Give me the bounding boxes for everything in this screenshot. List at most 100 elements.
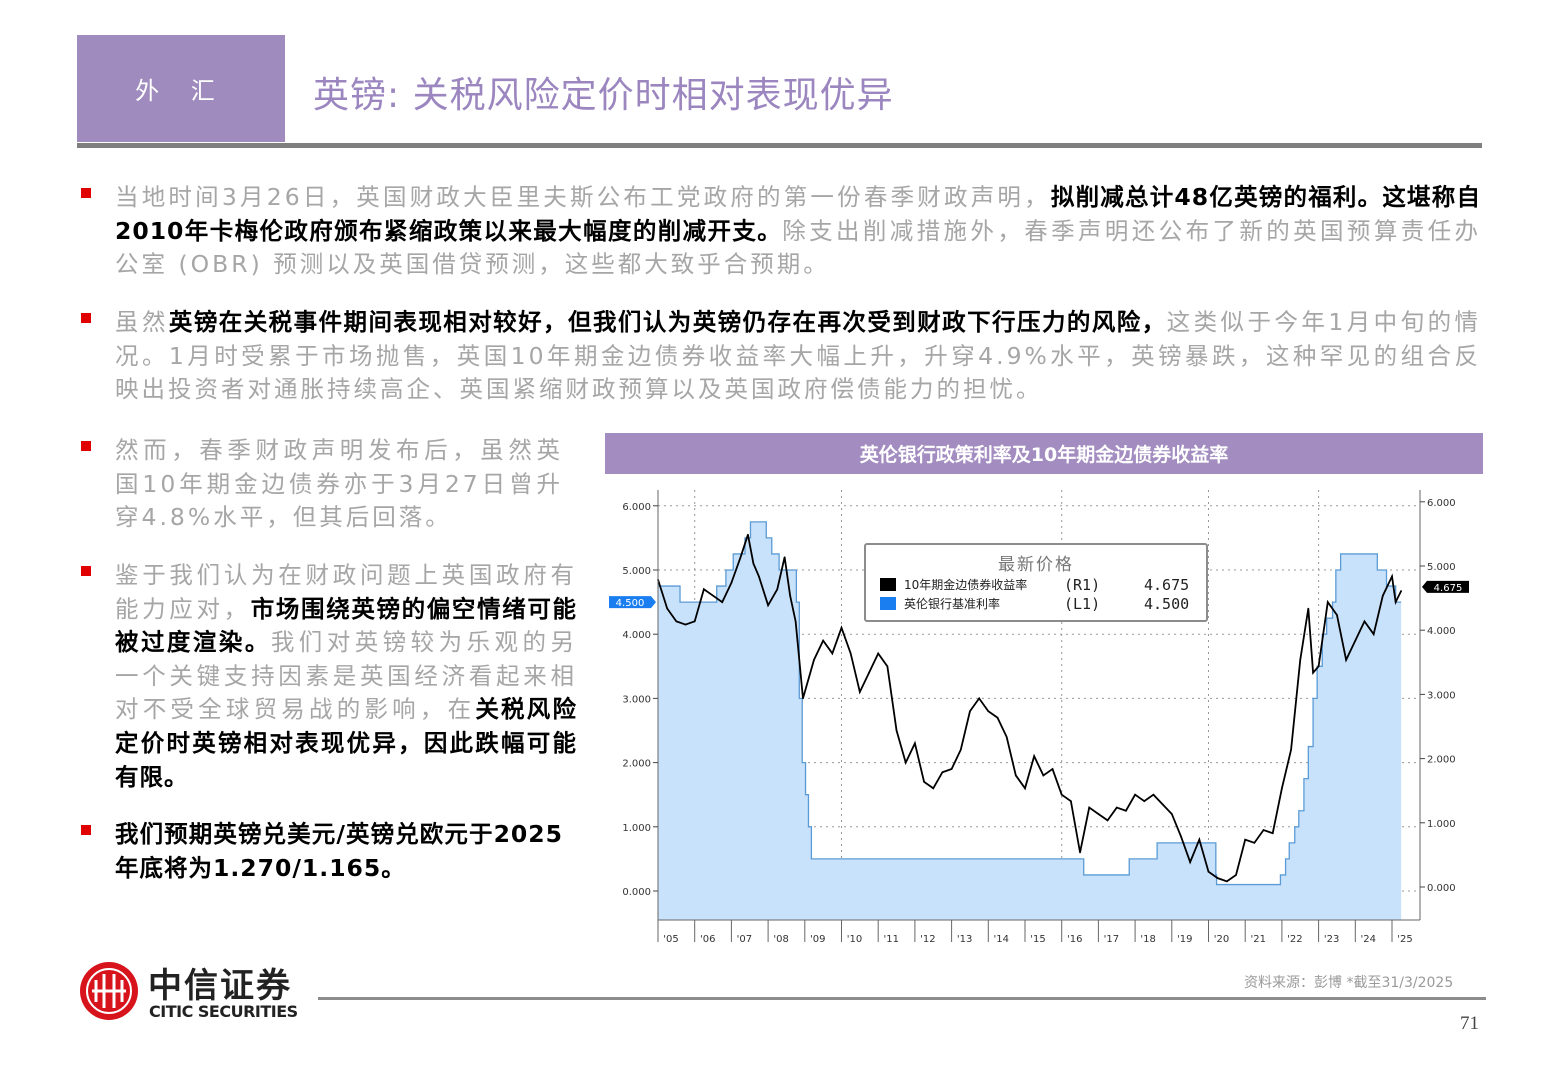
gilt-yield-point bbox=[794, 620, 797, 623]
x-tick-label: '06 bbox=[700, 934, 715, 945]
bullet-paragraph: 虽然英镑在关税事件期间表现相对较好，但我们认为英镑仍存在再次受到财政下行压力的风… bbox=[81, 306, 1481, 407]
gilt-yield-point bbox=[868, 671, 870, 674]
gilt-yield-point bbox=[684, 623, 687, 626]
gilt-yield-point bbox=[703, 588, 705, 591]
gilt-yield-point bbox=[1253, 842, 1256, 844]
gilt-yield-point bbox=[1281, 787, 1283, 790]
y-tick-label-left: 5.000 bbox=[622, 566, 651, 577]
gilt-yield-point bbox=[1394, 601, 1397, 603]
gilt-yield-point bbox=[1198, 838, 1201, 841]
legend-axis-code: (R1) bbox=[1064, 575, 1101, 594]
bullet-paragraph: 当地时间3月26日，英国财政大臣里夫斯公布工党政府的第一份春季财政声明，拟削减总… bbox=[81, 181, 1481, 282]
x-tick-label: '12 bbox=[920, 934, 935, 945]
gilt-yield-point bbox=[1216, 877, 1219, 879]
gilt-yield-point bbox=[1345, 659, 1347, 661]
gilt-yield-point bbox=[886, 665, 889, 668]
citic-logo: 中信证券 CITIC SECURITIES bbox=[78, 958, 308, 1026]
header-divider bbox=[77, 143, 1482, 148]
gilt-yield-point bbox=[1060, 793, 1063, 796]
gilt-yield-point bbox=[789, 594, 791, 597]
gilt-yield-point bbox=[1317, 665, 1320, 668]
gilt-yield-point bbox=[1244, 838, 1246, 841]
gilt-yield-point bbox=[1207, 870, 1210, 873]
gilt-yield-point bbox=[840, 626, 843, 629]
gilt-yield-point bbox=[804, 691, 806, 693]
x-tick-label: '18 bbox=[1140, 934, 1155, 945]
legend-item-gilt: 10年期金边债券收益率 (R1) 4.675 bbox=[866, 575, 1206, 594]
gilt-yield-point bbox=[1097, 813, 1100, 815]
y-tick-label-right: 2.000 bbox=[1427, 755, 1456, 766]
gilt-yield-point bbox=[1354, 639, 1357, 642]
gilt-yield-point bbox=[1161, 803, 1164, 806]
y-tick-label-right: 6.000 bbox=[1427, 498, 1456, 509]
x-tick-label: '17 bbox=[1104, 934, 1119, 945]
gilt-yield-point bbox=[675, 620, 678, 623]
gilt-yield-point bbox=[752, 562, 755, 565]
section-label: 外 汇 bbox=[135, 77, 227, 105]
bullet-paragraph: 我们预期英镑兑美元/英镑兑欧元于2025年底将为1.270/1.165。 bbox=[81, 818, 563, 885]
gilt-yield-point bbox=[1363, 620, 1366, 623]
bank-rate-area bbox=[658, 521, 1402, 920]
bullet-paragraph: 鉴于我们认为在财政问题上英国政府有能力应对，市场围绕英镑的偏空情绪可能被过度渲染… bbox=[81, 559, 577, 794]
x-tick-label: '14 bbox=[994, 934, 1009, 945]
gilt-yield-point bbox=[1326, 601, 1329, 603]
section-tab: 外 汇 bbox=[77, 35, 285, 142]
chart-title: 英伦银行政策利率及10年期金边债券收益率 bbox=[605, 433, 1483, 474]
gilt-yield-point bbox=[1042, 774, 1045, 777]
gilt-yield-point bbox=[730, 582, 733, 584]
gilt-yield-point bbox=[739, 556, 742, 558]
bank-rate-value-tag bbox=[609, 596, 656, 609]
x-tick-label: '21 bbox=[1250, 934, 1265, 945]
gilt-yield-point bbox=[1152, 793, 1155, 796]
gilt-yield-point bbox=[1134, 793, 1136, 796]
gilt-yield-point bbox=[895, 729, 898, 732]
gilt-yield-point bbox=[996, 716, 999, 719]
y-tick-label-left: 1.000 bbox=[622, 823, 651, 834]
y-tick-label-right: 5.000 bbox=[1427, 562, 1456, 573]
gilt-yield-point bbox=[1189, 861, 1191, 863]
legend-swatch-blue bbox=[880, 597, 896, 610]
x-tick-label: '15 bbox=[1030, 934, 1045, 945]
x-tick-label: '10 bbox=[847, 934, 862, 945]
x-tick-label: '23 bbox=[1324, 934, 1339, 945]
y-tick-label-left: 3.000 bbox=[622, 694, 651, 705]
body-text: 除支出削减措施外，春季声明还公布了新的英国预算责任办公室 (OBR) 预测以及英… bbox=[115, 216, 1481, 279]
bullet-marker bbox=[81, 188, 91, 198]
bullet-marker bbox=[81, 441, 91, 451]
bank-rate-value-label: 4.500 bbox=[616, 598, 645, 609]
gilt-yield-point bbox=[1271, 832, 1274, 835]
logo-text-en: CITIC SECURITIES bbox=[149, 1002, 298, 1021]
gilt-yield-point bbox=[1106, 819, 1109, 822]
gilt-yield-point bbox=[978, 697, 980, 700]
x-tick-label: '05 bbox=[663, 934, 678, 945]
body-text: 虽然 bbox=[115, 308, 169, 336]
gilt-yield-point bbox=[987, 710, 990, 713]
gilt-yield-point bbox=[721, 601, 724, 603]
emphasis-text: 英镑在关税事件期间表现相对较好，但我们认为英镑仍存在再次受到财政下行压力的风险， bbox=[168, 308, 1167, 336]
page-number: 71 bbox=[1460, 1013, 1479, 1034]
y-tick-label-left: 2.000 bbox=[622, 759, 651, 770]
gilt-yield-point bbox=[767, 604, 769, 607]
y-tick-label-left: 4.000 bbox=[622, 630, 651, 641]
x-tick-label: '16 bbox=[1067, 934, 1082, 945]
legend-label: 10年期金边债券收益率 bbox=[904, 578, 1028, 592]
gilt-yield-point bbox=[1079, 851, 1081, 854]
gilt-yield-point bbox=[1180, 835, 1182, 838]
gilt-value-label: 4.675 bbox=[1434, 583, 1463, 594]
gilt-yield-point bbox=[1307, 607, 1310, 610]
gilt-yield-point bbox=[849, 652, 852, 655]
citic-emblem-icon bbox=[80, 962, 138, 1020]
body-text: 鉴于我们认为在财政问题上英国政府有能力应对， bbox=[115, 561, 577, 623]
legend-item-bank-rate: 英伦银行基准利率 (L1) 4.500 bbox=[866, 594, 1206, 613]
gilt-yield-point bbox=[969, 710, 971, 713]
gilt-value-tag bbox=[1422, 580, 1469, 593]
gilt-yield-point bbox=[1171, 813, 1173, 815]
gilt-yield-point bbox=[904, 761, 907, 764]
source-note: 资料来源：彭博 *截至31/3/2025 bbox=[1244, 975, 1454, 991]
gilt-yield-point bbox=[950, 768, 953, 770]
legend-label: 英伦银行基准利率 bbox=[904, 597, 1001, 611]
gilt-yield-point bbox=[1235, 874, 1237, 876]
page-title: 英镑: 关税风险定价时相对表现优异 bbox=[313, 75, 894, 116]
gilt-yield-point bbox=[923, 781, 925, 783]
gilt-yield-point bbox=[1070, 800, 1072, 802]
